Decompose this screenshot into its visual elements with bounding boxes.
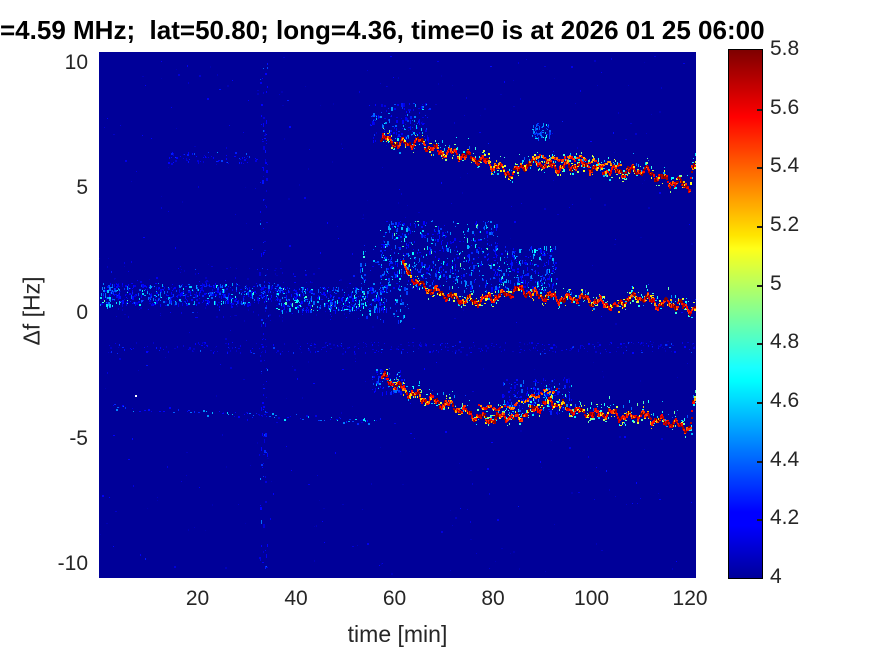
- x-tick-label-60: 60: [382, 587, 407, 610]
- y-tick-label-10: 10: [64, 51, 88, 75]
- y-tick-label-5: 5: [76, 176, 88, 200]
- y-tick-label--5: -5: [69, 426, 88, 450]
- colorbar-tick-label-4.4: 4.4: [770, 447, 800, 471]
- y-tick-label--10: -10: [57, 551, 88, 575]
- x-tick-label-80: 80: [481, 587, 505, 610]
- x-tick-label-120: 120: [672, 587, 708, 610]
- colorbar-tick-label-5: 5: [770, 271, 782, 295]
- colorbar-tick-label-5.2: 5.2: [770, 213, 800, 236]
- x-tick-label-100: 100: [574, 587, 610, 610]
- y-tick-label-0: 0: [76, 301, 88, 325]
- colorbar-tick-label-4.2: 4.2: [770, 506, 800, 530]
- colorbar-canvas: [728, 49, 763, 579]
- colorbar-tick-label-4.8: 4.8: [770, 330, 800, 354]
- figure-title: =4.59 MHz; lat=50.80; long=4.36, time=0 …: [0, 15, 765, 45]
- colorbar-tick-label-5.8: 5.8: [770, 37, 800, 60]
- spectrogram-plot-canvas: [99, 52, 696, 578]
- x-tick-label-20: 20: [185, 587, 210, 610]
- colorbar-tick-label-4: 4: [770, 565, 782, 588]
- colorbar-tick-label-5.6: 5.6: [770, 95, 800, 119]
- y-axis-label: Δf [Hz]: [18, 276, 45, 346]
- colorbar-tick-label-5.4: 5.4: [770, 154, 800, 178]
- x-axis-label: time [min]: [347, 621, 448, 647]
- x-tick-label-40: 40: [284, 587, 308, 610]
- colorbar-tick-label-4.6: 4.6: [770, 389, 800, 412]
